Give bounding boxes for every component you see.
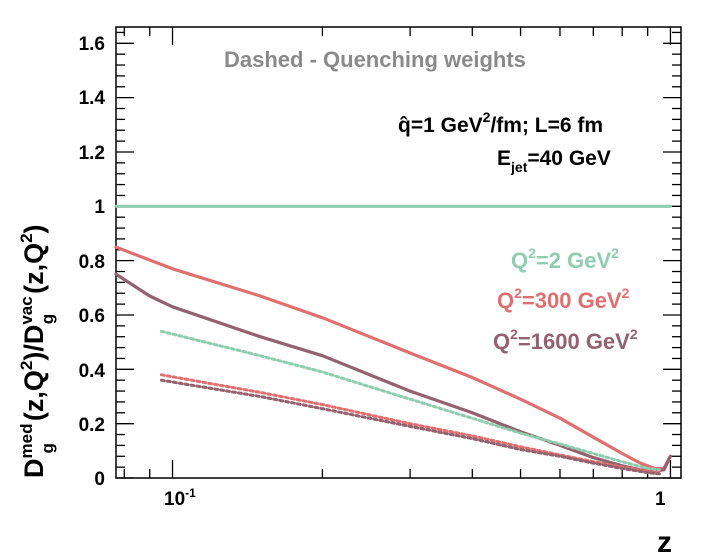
y-label-close: ) <box>19 224 49 233</box>
series-line-4 <box>159 373 661 475</box>
y-tick-label: 0.6 <box>79 306 105 327</box>
legend-entry-q2-2: Q2=2 GeV2 <box>511 245 619 273</box>
x-tick-label-1: 1 <box>655 489 666 510</box>
legend-sup2: 2 <box>622 285 630 301</box>
qhat-annotation: q̂=1 GeV2/fm; L=6 fm <box>398 109 603 137</box>
y-label-sup-2: 2 <box>17 361 36 370</box>
y-label-sup-med: med <box>17 424 36 459</box>
y-label-slash-d: )/D <box>19 325 49 361</box>
series-layer <box>114 204 673 476</box>
x-tick-label-exponent: -1 <box>185 486 196 500</box>
series-line-5 <box>159 378 661 476</box>
y-tick-label: 0.8 <box>79 252 105 273</box>
qhat-sup: 2 <box>483 109 491 125</box>
y-tick-label: 0.2 <box>79 415 105 436</box>
legend-sup: 2 <box>528 245 536 261</box>
series-line-1 <box>114 245 673 471</box>
legend-sup2: 2 <box>611 245 619 261</box>
legend-q: Q <box>497 288 514 313</box>
qhat-rest: /fm; L=6 fm <box>490 114 603 137</box>
y-tick-label: 1.6 <box>79 34 105 55</box>
x-tick-label-base: 10 <box>164 489 185 510</box>
ejet-annotation: Ejet=40 GeV <box>497 147 611 175</box>
x-tick-label-0.1: 10-1 <box>164 486 196 510</box>
dashed-note: Dashed - Quenching weights <box>224 47 526 72</box>
y-label-sup-vac: vac <box>17 296 36 324</box>
y-tick-label: 1.4 <box>79 88 106 109</box>
legend-q: Q <box>493 329 510 354</box>
y-tick-label: 1 <box>94 197 105 218</box>
legend-q: Q <box>511 248 528 273</box>
ejet-sub: jet <box>510 159 528 175</box>
ejet-main: E <box>497 147 511 170</box>
y-tick-label: 0 <box>94 469 105 490</box>
legend-sup2: 2 <box>630 326 638 342</box>
ejet-rest: =40 GeV <box>527 147 610 170</box>
y-label-sub-g: g <box>38 443 57 453</box>
y-tick-label: 0.4 <box>79 361 106 382</box>
y-label-zq2: (z,Q <box>19 243 49 294</box>
qhat-main: q̂=1 GeV <box>398 114 483 137</box>
series-line-3 <box>159 329 661 472</box>
y-tick-labels: 0 0.2 0.4 0.6 0.8 1 1.2 1.4 1.6 <box>79 34 106 490</box>
y-label-d: D <box>19 459 49 479</box>
legend-entry-q2-1600: Q2=1600 GeV2 <box>493 326 638 354</box>
legend: Q2=2 GeV2 Q2=300 GeV2 Q2=1600 GeV2 <box>493 245 638 354</box>
y-label-zq: (z,Q <box>19 370 49 421</box>
legend-entry-q2-300: Q2=300 GeV2 <box>497 285 630 313</box>
legend-sup: 2 <box>514 285 522 301</box>
y-label-sup-2b: 2 <box>17 233 36 242</box>
y-label-sub-g2: g <box>38 314 57 324</box>
legend-mid: =300 GeV <box>522 288 622 313</box>
legend-sup: 2 <box>510 326 518 342</box>
x-axis-label: z <box>657 526 672 559</box>
legend-mid: =1600 GeV <box>518 329 630 354</box>
y-axis-label: Dmed g(z,Q2)/Dvac g(z,Q2) <box>17 224 57 478</box>
legend-mid: =2 GeV <box>536 248 612 273</box>
axis-ticks <box>116 27 681 479</box>
y-tick-label: 1.2 <box>79 143 105 164</box>
plot-frame <box>115 26 682 479</box>
